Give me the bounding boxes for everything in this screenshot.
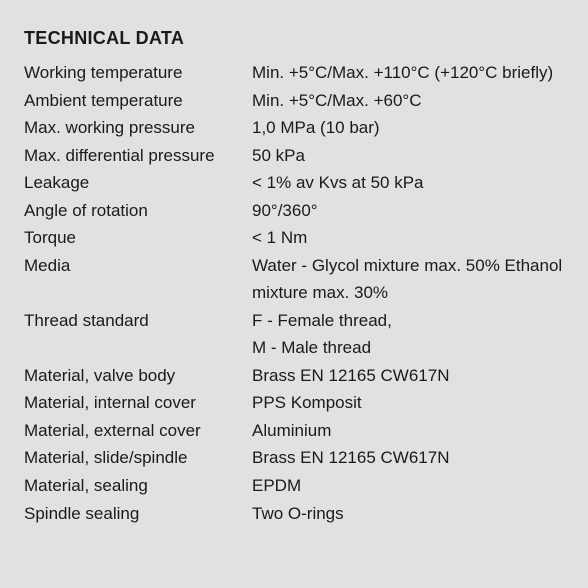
spec-value: PPS Komposit (252, 389, 564, 417)
spec-value: Min. +5°C/Max. +110°C (+120°C briefly) (252, 59, 564, 87)
table-row: Material, internal cover PPS Komposit (24, 389, 564, 417)
table-row: Working temperature Min. +5°C/Max. +110°… (24, 59, 564, 87)
spec-label: Max. differential pressure (24, 142, 252, 170)
spec-value: Min. +5°C/Max. +60°C (252, 87, 564, 115)
spec-label: Media (24, 252, 252, 280)
spec-value: Water - Glycol mixture max. 50% Ethanol … (252, 252, 564, 307)
spec-value: 90°/360° (252, 197, 564, 225)
spec-label: Thread standard (24, 307, 252, 335)
spec-value: < 1 Nm (252, 224, 564, 252)
spec-label: Ambient temperature (24, 87, 252, 115)
spec-panel: TECHNICAL DATA Working temperature Min. … (0, 0, 588, 588)
spec-value: 50 kPa (252, 142, 564, 170)
spec-value: Brass EN 12165 CW617N (252, 444, 564, 472)
spec-label: Material, external cover (24, 417, 252, 445)
table-row: Material, slide/spindle Brass EN 12165 C… (24, 444, 564, 472)
spec-label: Spindle sealing (24, 500, 252, 528)
table-row: Torque < 1 Nm (24, 224, 564, 252)
table-row: Material, sealing EPDM (24, 472, 564, 500)
spec-label: Material, sealing (24, 472, 252, 500)
spec-value: Two O-rings (252, 500, 564, 528)
table-row: Material, valve body Brass EN 12165 CW61… (24, 362, 564, 390)
spec-label: Angle of rotation (24, 197, 252, 225)
table-row: Max. working pressure 1,0 MPa (10 bar) (24, 114, 564, 142)
spec-label: Material, internal cover (24, 389, 252, 417)
spec-value: EPDM (252, 472, 564, 500)
spec-value: < 1% av Kvs at 50 kPa (252, 169, 564, 197)
spec-rows: Working temperature Min. +5°C/Max. +110°… (24, 59, 564, 527)
spec-value: 1,0 MPa (10 bar) (252, 114, 564, 142)
spec-label: Max. working pressure (24, 114, 252, 142)
spec-value: Brass EN 12165 CW617N (252, 362, 564, 390)
table-row: Spindle sealing Two O-rings (24, 500, 564, 528)
spec-label: Working temperature (24, 59, 252, 87)
spec-value: F - Female thread,M - Male thread (252, 307, 564, 362)
spec-label: Material, slide/spindle (24, 444, 252, 472)
table-row: Ambient temperature Min. +5°C/Max. +60°C (24, 87, 564, 115)
table-row: Media Water - Glycol mixture max. 50% Et… (24, 252, 564, 307)
spec-label: Leakage (24, 169, 252, 197)
spec-value: Aluminium (252, 417, 564, 445)
spec-label: Material, valve body (24, 362, 252, 390)
table-row: Angle of rotation 90°/360° (24, 197, 564, 225)
spec-label: Torque (24, 224, 252, 252)
table-row: Material, external cover Aluminium (24, 417, 564, 445)
table-row: Leakage < 1% av Kvs at 50 kPa (24, 169, 564, 197)
table-row: Thread standard F - Female thread,M - Ma… (24, 307, 564, 362)
table-row: Max. differential pressure 50 kPa (24, 142, 564, 170)
section-title: TECHNICAL DATA (24, 28, 564, 49)
